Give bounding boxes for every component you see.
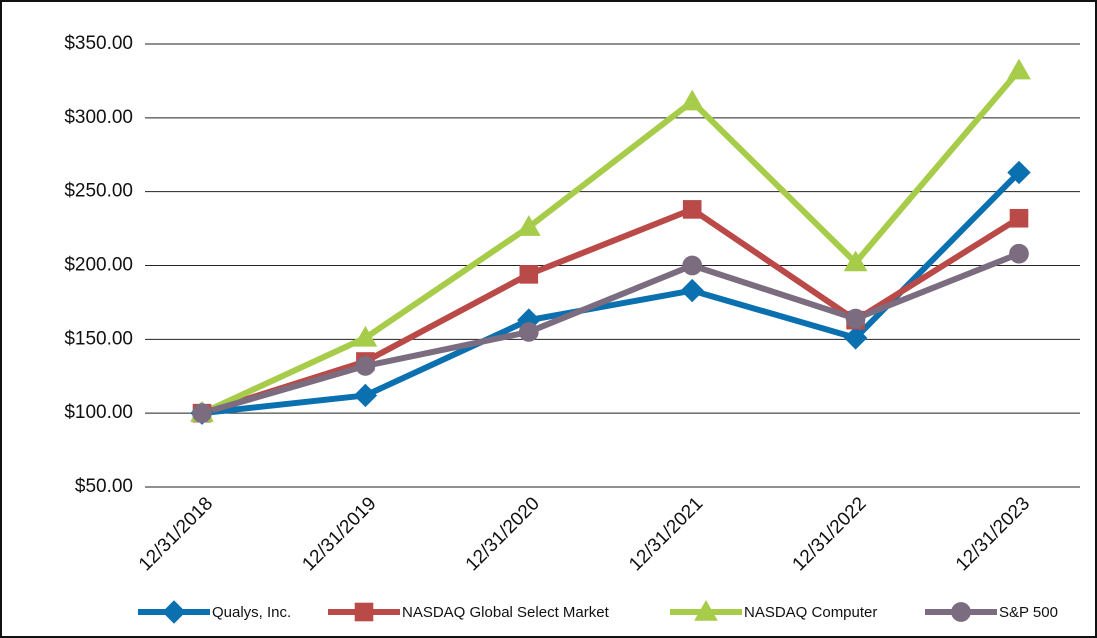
series-line [201,206,1021,417]
y-tick-label: $50.00 [75,476,133,497]
y-tick-label: $250.00 [64,181,133,202]
data-point [1007,58,1031,80]
data-point [1009,208,1029,228]
data-point [519,265,539,284]
data-point [353,325,378,347]
data-point [845,308,866,329]
series-line [200,68,1022,416]
legend-label: NASDAQ Computer [744,604,877,621]
legend-marker [694,599,718,621]
data-point [518,322,539,342]
y-tick-label: $200.00 [64,255,133,276]
data-point [682,200,702,219]
data-point [1009,243,1029,264]
y-tick-label: $300.00 [64,107,133,128]
y-tick-label: $100.00 [64,402,133,423]
legend-marker [951,602,971,622]
data-point [680,278,704,303]
legend-marker [162,600,186,624]
y-tick-label: $150.00 [64,328,133,349]
legend-label: Qualys, Inc. [212,604,291,621]
series-line [201,250,1021,417]
legend-label: S&P 500 [999,604,1058,621]
data-point [843,250,868,272]
legend-marker [354,602,374,622]
y-tick-label: $350.00 [64,33,133,54]
data-point [680,89,705,111]
data-point [355,356,376,376]
data-point [192,403,212,424]
data-point [682,255,703,276]
data-point [353,383,378,408]
data-point [843,326,868,350]
legend-label: NASDAQ Global Select Market [402,604,610,621]
data-point [1007,160,1031,185]
data-point [516,215,541,236]
